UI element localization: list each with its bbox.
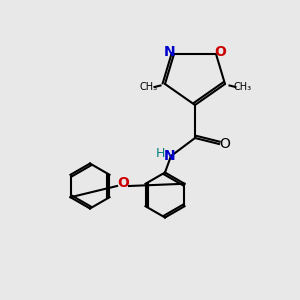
Text: H: H <box>156 146 165 160</box>
Text: N: N <box>164 46 175 59</box>
Text: O: O <box>214 46 226 59</box>
Text: N: N <box>164 149 175 163</box>
Text: O: O <box>220 137 230 151</box>
Text: O: O <box>117 176 129 190</box>
Text: CH₃: CH₃ <box>234 82 252 92</box>
Text: CH₃: CH₃ <box>140 82 158 92</box>
